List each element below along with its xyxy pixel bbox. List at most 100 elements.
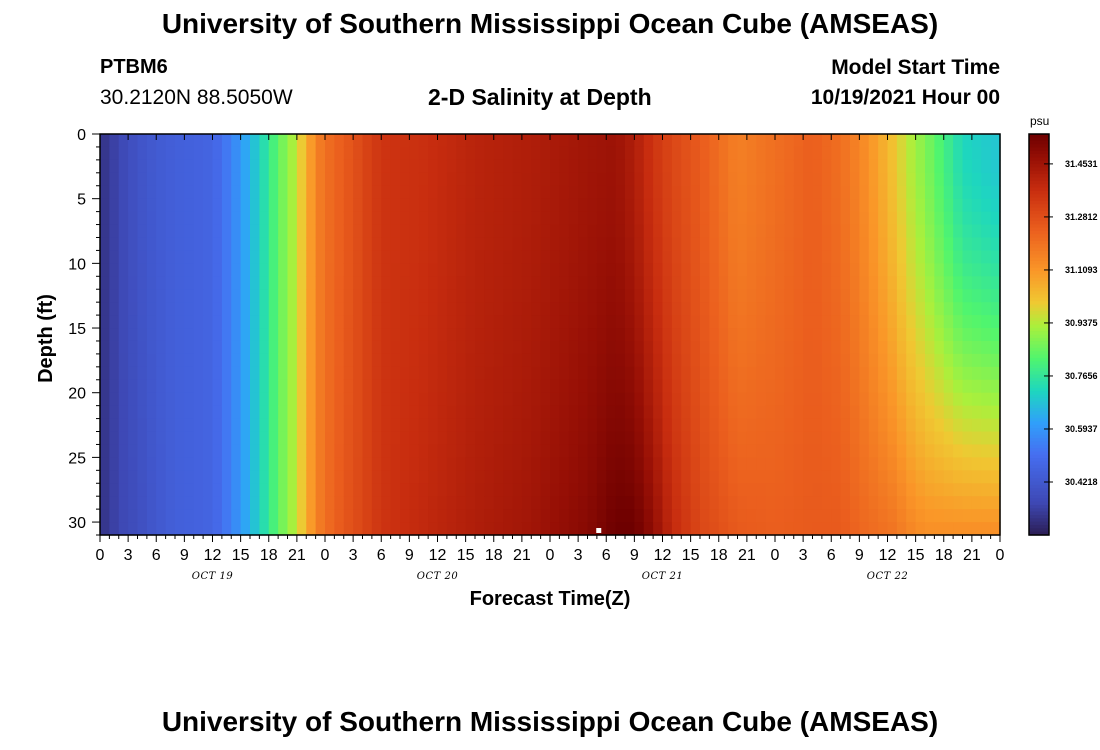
heatmap-cell [353, 328, 364, 342]
heatmap-cell [325, 211, 335, 226]
heatmap-cell [784, 496, 795, 510]
heatmap-cell [156, 328, 167, 342]
heatmap-cell [868, 431, 879, 446]
heatmap-cell [709, 483, 720, 497]
heatmap-cell [437, 457, 448, 471]
heatmap-cell [868, 146, 879, 161]
heatmap-cell [962, 366, 973, 381]
heatmap-cell [100, 237, 110, 252]
heatmap-cell [156, 509, 167, 523]
heatmap-cell [559, 353, 570, 368]
heatmap-cell [428, 509, 439, 523]
heatmap-cell [700, 418, 710, 433]
colorbar-segment [1029, 301, 1049, 306]
heatmap-cell [746, 185, 757, 200]
heatmap-cell [981, 237, 992, 252]
heatmap-cell [934, 366, 945, 381]
heatmap-cell [859, 353, 870, 368]
heatmap-cell [184, 302, 195, 316]
heatmap-cell [400, 431, 410, 446]
colorbar-tick-label: 31.2812 [1065, 212, 1098, 222]
x-date-label: OCT 21 [642, 571, 683, 582]
heatmap-cell [634, 392, 645, 407]
heatmap-cell [878, 315, 889, 329]
colorbar-segment [1029, 387, 1049, 392]
heatmap-cell [128, 366, 139, 381]
heatmap-cell [700, 224, 710, 239]
heatmap-cell [671, 379, 682, 394]
colorbar-segment [1029, 207, 1049, 212]
heatmap-cell [915, 457, 926, 471]
heatmap-cell [568, 522, 579, 536]
heatmap-cell [118, 379, 129, 394]
heatmap-cell [793, 328, 804, 342]
heatmap-cell [765, 328, 776, 342]
heatmap-cell [859, 340, 870, 355]
heatmap-cell [700, 276, 710, 290]
heatmap-cell [653, 522, 664, 536]
heatmap-cell [531, 340, 542, 355]
heatmap-cell [353, 211, 364, 226]
heatmap-cell [700, 483, 710, 497]
heatmap-cell [756, 470, 767, 484]
heatmap-cell [718, 392, 729, 407]
heatmap-cell [906, 509, 917, 523]
heatmap-cell [718, 353, 729, 368]
heatmap-cell [193, 289, 204, 303]
heatmap-cell [728, 134, 739, 148]
heatmap-cell [859, 366, 870, 381]
heatmap-cell [118, 134, 129, 148]
heatmap-cell [821, 159, 832, 174]
heatmap-cell [765, 134, 776, 148]
heatmap-cell [878, 470, 889, 484]
heatmap-cell [840, 431, 851, 446]
heatmap-cell [193, 237, 204, 252]
heatmap-cell [943, 496, 954, 510]
heatmap-cell [925, 431, 935, 446]
heatmap-cell [868, 392, 879, 407]
colorbar-segment [1029, 438, 1049, 443]
heatmap-cell [915, 328, 926, 342]
heatmap-cell [165, 263, 176, 277]
heatmap-cell [596, 328, 607, 342]
heatmap-cell [165, 483, 176, 497]
heatmap-cell [118, 470, 129, 484]
heatmap-cell [550, 237, 560, 252]
heatmap-cell [221, 250, 232, 264]
heatmap-cell [512, 328, 523, 342]
heatmap-cell [606, 496, 617, 510]
heatmap-cell [268, 134, 279, 148]
heatmap-cell [456, 353, 467, 368]
heatmap-cell [240, 353, 251, 368]
heatmap-cell [709, 457, 720, 471]
heatmap-cell [775, 353, 785, 368]
heatmap-cell [512, 159, 523, 174]
heatmap-cell [812, 353, 823, 368]
heatmap-cell [643, 302, 654, 316]
heatmap-cell [409, 224, 420, 239]
heatmap-cell [737, 315, 748, 329]
heatmap-cell [475, 509, 485, 523]
heatmap-cell [756, 159, 767, 174]
heatmap-cell [643, 172, 654, 187]
heatmap-cell [540, 146, 551, 161]
colorbar-segment [1029, 277, 1049, 282]
heatmap-cell [587, 172, 598, 187]
heatmap-cell [634, 211, 645, 226]
heatmap-cell [521, 211, 532, 226]
heatmap-cell [446, 302, 457, 316]
colorbar-segment [1029, 404, 1049, 409]
heatmap-cell [662, 328, 673, 342]
heatmap-cell [643, 146, 654, 161]
heatmap-cell [306, 185, 317, 200]
heatmap-cell [203, 198, 214, 213]
heatmap-cell [287, 134, 298, 148]
heatmap-cell [737, 224, 748, 239]
heatmap-cell [137, 159, 148, 174]
heatmap-cell [540, 405, 551, 420]
heatmap-cell [709, 431, 720, 446]
heatmap-cell [971, 198, 982, 213]
heatmap-cell [596, 340, 607, 355]
heatmap-cell [512, 457, 523, 471]
heatmap-cell [896, 146, 907, 161]
